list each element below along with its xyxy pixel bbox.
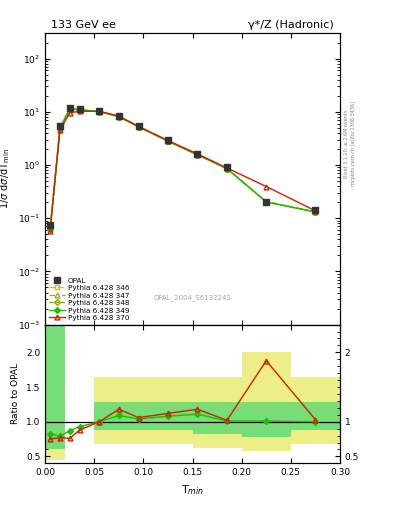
Y-axis label: 1/$\sigma$ d$\sigma$/dT$_{\rm min}$: 1/$\sigma$ d$\sigma$/dT$_{\rm min}$: [0, 148, 13, 209]
Text: OPAL_2004_S6132243: OPAL_2004_S6132243: [154, 294, 231, 302]
Text: 133 GeV ee: 133 GeV ee: [51, 20, 116, 30]
Legend: OPAL, Pythia 6.428 346, Pythia 6.428 347, Pythia 6.428 348, Pythia 6.428 349, Py: OPAL, Pythia 6.428 346, Pythia 6.428 347…: [48, 276, 130, 323]
Text: γ*/Z (Hadronic): γ*/Z (Hadronic): [248, 20, 334, 30]
Y-axis label: Ratio to OPAL: Ratio to OPAL: [11, 364, 20, 424]
Text: Rivet 3.1.10; ≥ 2.6M events: Rivet 3.1.10; ≥ 2.6M events: [344, 109, 349, 178]
Text: mcplots.cern.ch [arXiv:1306.3436]: mcplots.cern.ch [arXiv:1306.3436]: [351, 101, 356, 186]
X-axis label: T$_{min}$: T$_{min}$: [181, 483, 204, 497]
